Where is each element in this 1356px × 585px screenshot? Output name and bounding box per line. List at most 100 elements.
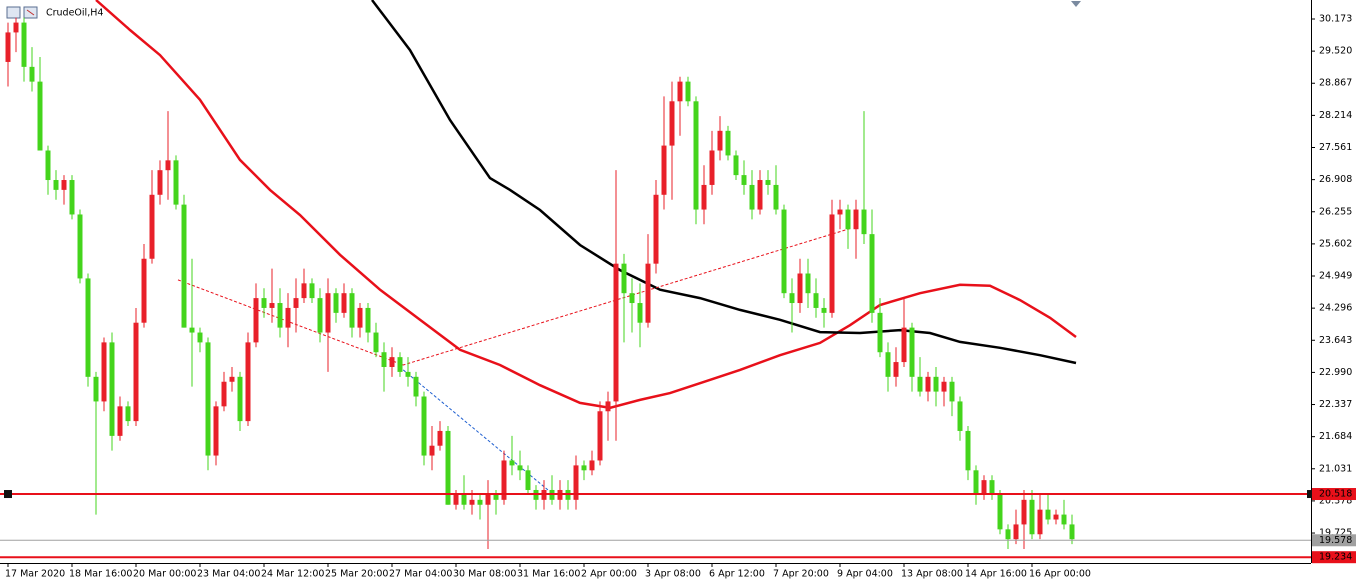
candle-body (197, 332, 203, 343)
candle-body (157, 170, 163, 195)
candle-body (325, 293, 331, 333)
candle-body (501, 460, 507, 500)
candle-body (525, 470, 531, 490)
candle-body (77, 214, 83, 279)
candle-body (493, 494, 499, 500)
price-label: 20.518 (1319, 489, 1352, 500)
y-tick-label: 28.214 (1319, 110, 1352, 121)
candle-body (341, 293, 347, 313)
candle-body (597, 411, 603, 461)
y-tick-label: 21.684 (1319, 431, 1352, 442)
candle-body (261, 298, 267, 308)
x-tick-label: 6 Apr 12:00 (709, 569, 765, 580)
plot-area (5, 0, 1077, 550)
candle-body (237, 376, 243, 422)
candle-body (293, 298, 299, 308)
candle-body (317, 298, 323, 333)
x-tick-label: 24 Mar 12:00 (261, 569, 324, 580)
candle-body (613, 263, 619, 402)
y-tick-label: 21.031 (1319, 463, 1352, 474)
candle-body (917, 376, 923, 392)
candle-body (741, 175, 747, 185)
candle-body (1037, 509, 1043, 535)
candle-body (397, 357, 403, 372)
y-tick-label: 30.173 (1319, 13, 1352, 24)
candle-body (357, 307, 363, 328)
x-tick-label: 17 Mar 2020 (5, 569, 65, 580)
candle-body (309, 283, 315, 299)
chart-title: CrudeOil,H4 (46, 8, 103, 19)
x-tick-label: 14 Apr 16:00 (965, 569, 1027, 580)
candle-body (189, 327, 195, 333)
trade-line (402, 369, 549, 491)
candle-body (181, 204, 187, 328)
y-tick-label: 29.520 (1319, 46, 1352, 57)
candle-body (277, 303, 283, 328)
x-tick-label: 13 Apr 08:00 (901, 569, 963, 580)
candle-body (253, 298, 259, 343)
y-tick-label: 28.867 (1319, 78, 1352, 89)
y-tick-label: 27.561 (1319, 142, 1352, 153)
candle-body (669, 101, 675, 146)
price-label-box (1312, 488, 1356, 501)
candle-body (1005, 529, 1011, 540)
candle-body (133, 322, 139, 422)
candle-body (1029, 499, 1035, 535)
x-tick-label: 27 Mar 04:00 (389, 569, 452, 580)
y-tick-label: 23.643 (1319, 335, 1352, 346)
candle-body (965, 430, 971, 471)
candle-body (981, 480, 987, 495)
candle-body (381, 352, 387, 367)
candle-body (869, 234, 875, 313)
candle-body (229, 376, 235, 382)
candle-body (5, 32, 11, 62)
candle-body (285, 307, 291, 328)
candle-body (685, 81, 691, 102)
candle-body (717, 130, 723, 151)
candle-body (989, 480, 995, 495)
candle-body (1045, 509, 1051, 520)
candle-body (477, 499, 483, 505)
candle-body (213, 406, 219, 456)
moving-average (371, 0, 1077, 365)
x-tick-label: 16 Apr 00:00 (1029, 569, 1091, 580)
y-tick-label: 24.296 (1319, 303, 1352, 314)
x-tick-label: 18 Mar 16:00 (69, 569, 132, 580)
candle-body (173, 160, 179, 205)
candle-body (517, 465, 523, 471)
trade-line (177, 227, 852, 366)
candle-body (429, 445, 435, 456)
candle-body (13, 22, 19, 33)
candle-body (1069, 524, 1075, 540)
candle-body (861, 209, 867, 235)
candle-body (661, 145, 667, 195)
x-tick-label: 25 Mar 20:00 (325, 569, 388, 580)
candle-body (725, 130, 731, 156)
candle-body (709, 150, 715, 185)
candle-body (581, 465, 587, 471)
scroll-marker (1071, 1, 1081, 7)
candle-body (53, 180, 59, 190)
y-tick-label: 24.949 (1319, 271, 1352, 282)
candle-body (837, 209, 843, 215)
x-tick-label: 7 Apr 20:00 (773, 569, 829, 580)
candle-body (93, 376, 99, 402)
candle-body (877, 312, 883, 353)
candle-body (885, 352, 891, 377)
price-label: 19.578 (1319, 535, 1352, 546)
candle-body (405, 371, 411, 377)
candle-body (149, 194, 155, 259)
candle-body (893, 362, 899, 377)
candle-body (789, 293, 795, 304)
candle-body (781, 209, 787, 294)
candle-body (373, 332, 379, 353)
candle-body (245, 342, 251, 422)
candle-body (365, 307, 371, 333)
candle-body (773, 184, 779, 210)
candle-body (269, 303, 275, 308)
candle-body (949, 381, 955, 402)
candle-body (1053, 514, 1059, 520)
candle-body (45, 150, 51, 181)
x-tick-label: 23 Mar 04:00 (197, 569, 260, 580)
